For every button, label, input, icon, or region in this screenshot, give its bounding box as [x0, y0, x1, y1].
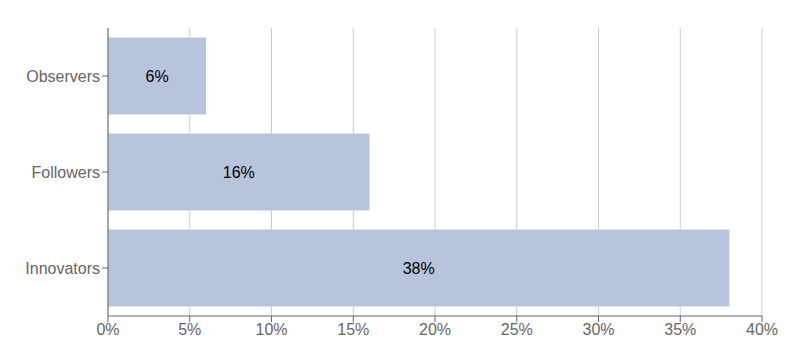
svg-text:38%: 38% [403, 260, 435, 277]
svg-text:Observers: Observers [26, 68, 100, 85]
svg-text:35%: 35% [664, 321, 696, 338]
svg-text:Innovators: Innovators [25, 260, 100, 277]
svg-text:Followers: Followers [32, 164, 100, 181]
svg-text:16%: 16% [223, 164, 255, 181]
svg-text:20%: 20% [419, 321, 451, 338]
svg-text:25%: 25% [501, 321, 533, 338]
svg-text:40%: 40% [746, 321, 778, 338]
svg-text:0%: 0% [96, 321, 119, 338]
svg-text:10%: 10% [255, 321, 287, 338]
svg-text:15%: 15% [337, 321, 369, 338]
svg-text:30%: 30% [582, 321, 614, 338]
svg-text:6%: 6% [145, 68, 168, 85]
svg-text:5%: 5% [178, 321, 201, 338]
